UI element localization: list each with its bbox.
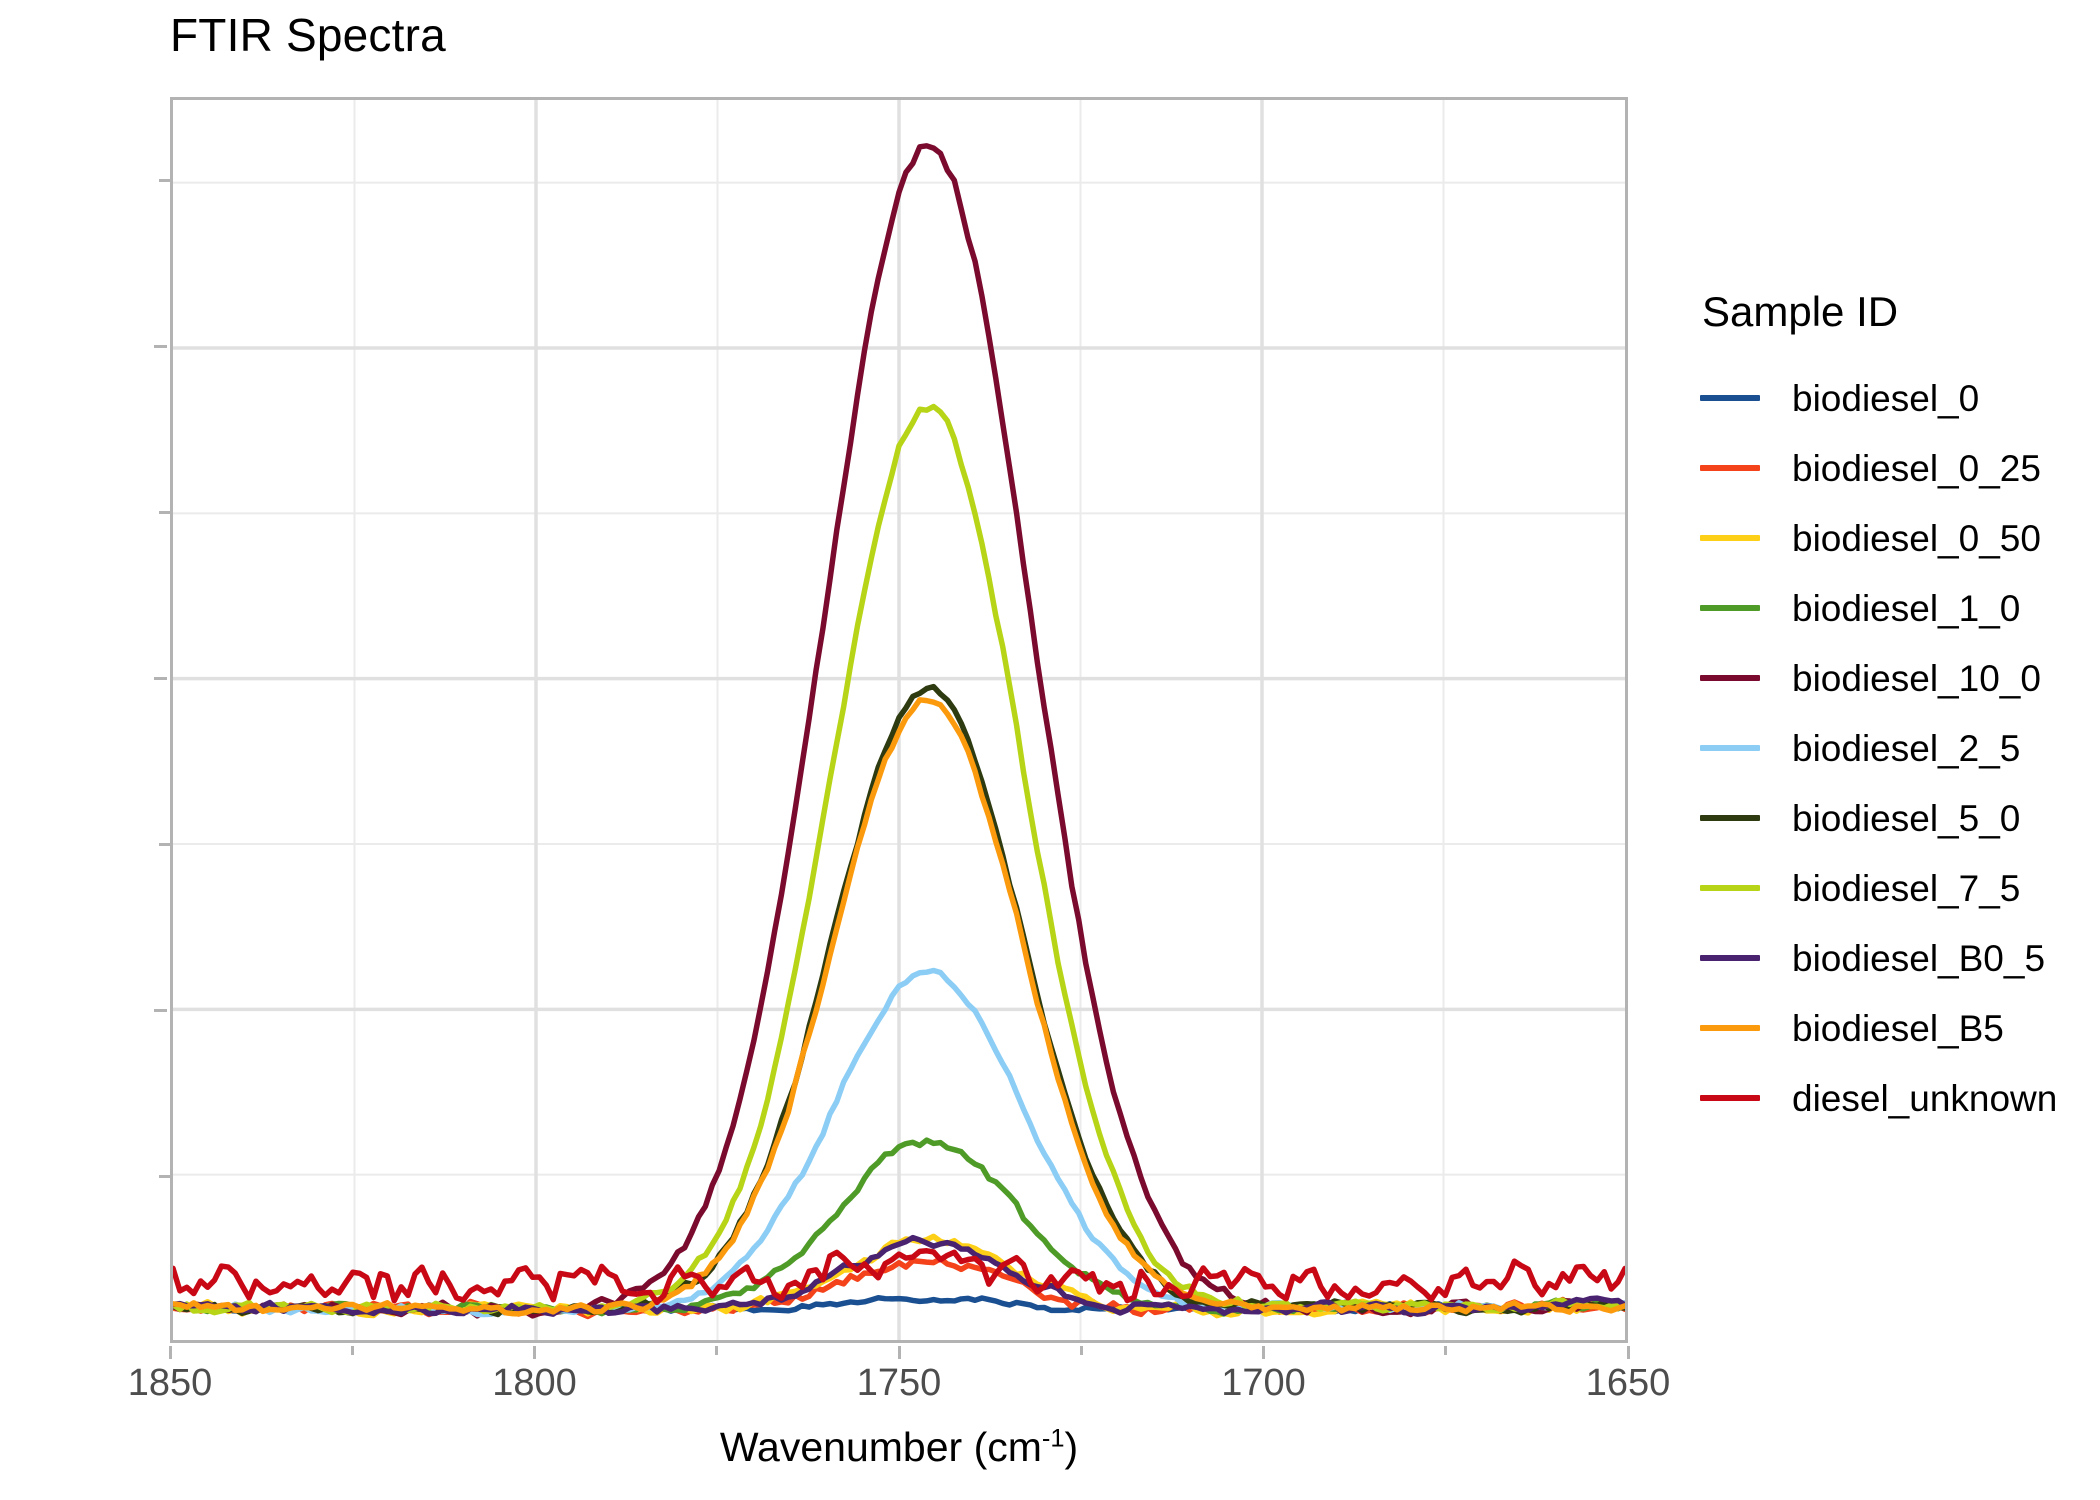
legend-item-label: biodiesel_B0_5	[1792, 937, 2046, 979]
legend: Sample ID biodiesel_0 biodiesel_0_25 biodi…	[1700, 288, 2090, 1140]
legend-color-swatch	[1700, 815, 1760, 821]
legend-item[interactable]: biodiesel_5_0	[1700, 790, 2090, 846]
x-tick-mark	[1626, 1346, 1630, 1359]
x-tick-label: 1650	[1585, 1362, 1671, 1404]
legend-color-swatch	[1700, 675, 1760, 681]
series-line	[173, 1248, 1625, 1306]
series-lines	[173, 143, 1625, 1320]
x-tick-mark	[533, 1346, 536, 1359]
x-tick-label: 1700	[1221, 1362, 1306, 1404]
plot-panel	[170, 97, 1628, 1343]
legend-item-label: diesel_unknown	[1792, 1077, 2058, 1119]
y-tick-mark	[154, 344, 167, 348]
legend-color-swatch	[1700, 1095, 1760, 1101]
legend-item[interactable]: biodiesel_0	[1700, 370, 2090, 426]
legend-color-swatch	[1700, 395, 1760, 401]
legend-item[interactable]: biodiesel_B5	[1700, 1000, 2090, 1056]
legend-title: Sample ID	[1702, 288, 1899, 335]
legend-color-swatch	[1700, 885, 1760, 891]
x-tick-label: 1750	[856, 1362, 942, 1404]
page-title: FTIR Spectra	[170, 9, 446, 61]
legend-item-label: biodiesel_1_0	[1792, 587, 2021, 629]
x-tick-mark	[897, 1346, 901, 1359]
x-tick-label: 1800	[492, 1362, 577, 1404]
legend-color-swatch	[1700, 1025, 1760, 1031]
legend-color-swatch	[1700, 955, 1760, 961]
x-axis-title: Wavenumber (cm-1)	[719, 1424, 1079, 1470]
plot-svg	[173, 100, 1625, 1340]
legend-item-label: biodiesel_0_50	[1792, 517, 2041, 559]
x-tick-mark-minor	[1444, 1346, 1448, 1355]
series-line	[173, 697, 1625, 1317]
y-tick-mark-minor	[159, 843, 170, 847]
y-tick-mark-minor	[159, 1175, 170, 1179]
legend-color-swatch	[1700, 535, 1760, 541]
legend-item-label: biodiesel_7_5	[1792, 867, 2021, 909]
legend-item-label: biodiesel_B5	[1792, 1007, 2004, 1049]
y-tick-mark-minor	[159, 510, 170, 514]
legend-item[interactable]: biodiesel_10_0	[1700, 650, 2090, 706]
x-tick-mark	[168, 1346, 172, 1359]
legend-color-swatch	[1700, 605, 1760, 611]
x-tick-mark-minor	[1079, 1346, 1083, 1355]
legend-item[interactable]: biodiesel_2_5	[1700, 720, 2090, 776]
x-tick-label: 1850	[127, 1362, 213, 1404]
legend-item[interactable]: biodiesel_B0_5	[1700, 930, 2090, 986]
legend-item-label: biodiesel_5_0	[1792, 797, 2021, 839]
legend-item[interactable]: biodiesel_1_0	[1700, 580, 2090, 636]
legend-item[interactable]: biodiesel_7_5	[1700, 860, 2090, 916]
legend-item-label: biodiesel_2_5	[1792, 727, 2021, 769]
legend-color-swatch	[1700, 465, 1760, 471]
legend-item[interactable]: biodiesel_0_50	[1700, 510, 2090, 566]
y-tick-mark	[154, 676, 167, 680]
legend-item-label: biodiesel_10_0	[1792, 657, 2041, 699]
x-tick-mark-minor	[715, 1346, 719, 1355]
legend-item[interactable]: biodiesel_0_25	[1700, 440, 2090, 496]
legend-item-label: biodiesel_0	[1792, 377, 1980, 419]
x-tick-mark	[1262, 1346, 1265, 1359]
y-tick-mark	[154, 1009, 167, 1013]
legend-item[interactable]: diesel_unknown	[1700, 1070, 2090, 1126]
y-tick-mark-minor	[159, 178, 170, 182]
legend-item-label: biodiesel_0_25	[1792, 447, 2041, 489]
legend-color-swatch	[1700, 745, 1760, 751]
grid-major	[173, 100, 1625, 1340]
x-tick-mark-minor	[350, 1346, 354, 1355]
